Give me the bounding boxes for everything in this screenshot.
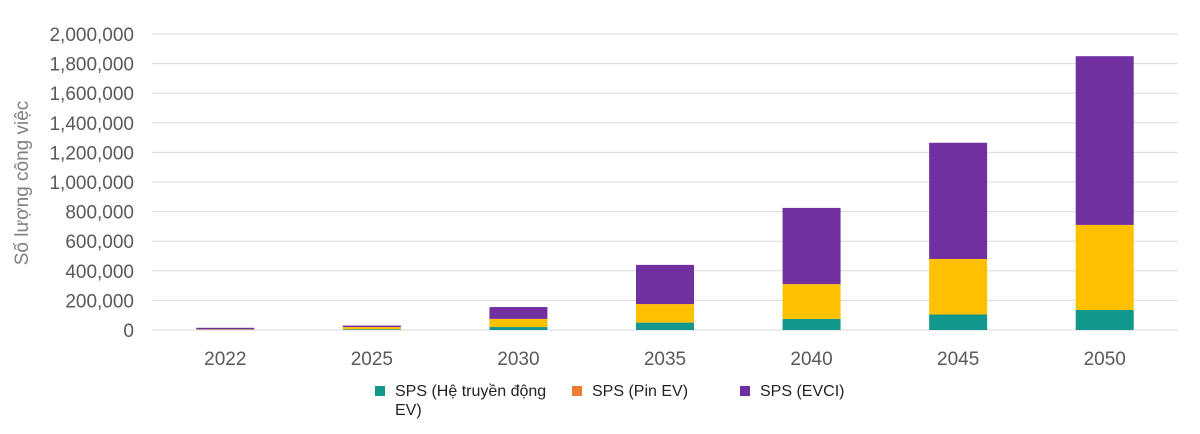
y-tick-label: 800,000 [65,203,134,224]
legend-swatch-evci [740,386,750,396]
bar-segment-2025-s0 [342,329,401,330]
y-tick-label: 1,200,000 [49,143,134,164]
legend-swatch-battery [572,386,582,396]
bar-segment-2035-s2 [636,264,694,305]
x-tick-label: 2040 [790,349,832,370]
legend-label-drivetrain-line2: EV) [395,402,422,419]
bar-segment-2030-s0 [489,327,548,330]
legend: SPS (Hệ truyền động EV) SPS (Pin EV) SPS… [0,382,1200,432]
legend-label-drivetrain-line1: SPS (Hệ truyền động [395,383,547,400]
legend-item-evci: SPS (EVCI) [740,382,844,401]
bar-segment-2030-s2 [489,307,548,319]
x-tick-label: 2022 [204,349,246,370]
y-tick-label: 600,000 [65,232,134,253]
legend-item-drivetrain: SPS (Hệ truyền động EV) [375,382,546,420]
x-tick-label: 2030 [497,349,539,370]
legend-label-evci: SPS (EVCI) [760,383,845,400]
x-tick-label: 2050 [1084,349,1126,370]
bar-segment-2045-s1 [929,258,988,315]
bar-segment-2050-s1 [1075,224,1134,311]
y-tick-label: 400,000 [65,262,134,283]
bar-segment-2035-s1 [636,304,694,323]
y-tick-label: 200,000 [65,291,134,312]
bars [196,56,1134,330]
bar-segment-2045-s0 [929,314,988,330]
bar-segment-2040-s1 [782,284,841,319]
legend-item-battery: SPS (Pin EV) [572,382,688,401]
bar-segment-2050-s0 [1075,310,1134,330]
x-tick-label: 2045 [937,349,979,370]
y-axis-label: Số lượng công việc [12,101,33,266]
bar-segment-2050-s2 [1075,56,1134,225]
y-tick-label: 2,000,000 [49,25,134,46]
y-tick-label: 0 [123,321,134,342]
gridlines [152,33,1178,331]
chart-plot: Số lượng công việc 0 200,000 400,000 600,00… [12,25,1178,370]
bar-segment-2040-s0 [782,318,841,330]
legend-swatch-drivetrain [375,386,385,396]
bar-segment-2030-s1 [489,318,548,328]
legend-label-drivetrain: SPS (Hệ truyền động EV) [395,382,546,420]
x-tick-label: 2025 [351,349,393,370]
y-tick-label: 1,800,000 [49,55,134,76]
bar-segment-2035-s0 [636,322,694,330]
legend-label-battery: SPS (Pin EV) [592,383,689,400]
bar-segment-2045-s2 [929,142,988,259]
x-tick-labels: 2022 2025 2030 2035 2040 2045 2050 [204,349,1126,370]
bar-segment-2022-s2 [196,327,255,330]
y-tick-label: 1,400,000 [49,114,134,135]
bar-segment-2025-s1 [342,327,401,330]
y-tick-label: 1,600,000 [49,84,134,105]
y-tick-label: 1,000,000 [49,173,134,194]
y-tick-labels: 0 200,000 400,000 600,000 800,000 1,000,000 1,… [49,25,134,342]
bar-segment-2025-s2 [342,325,401,328]
bar-segment-2040-s2 [782,207,841,285]
x-tick-label: 2035 [644,349,686,370]
